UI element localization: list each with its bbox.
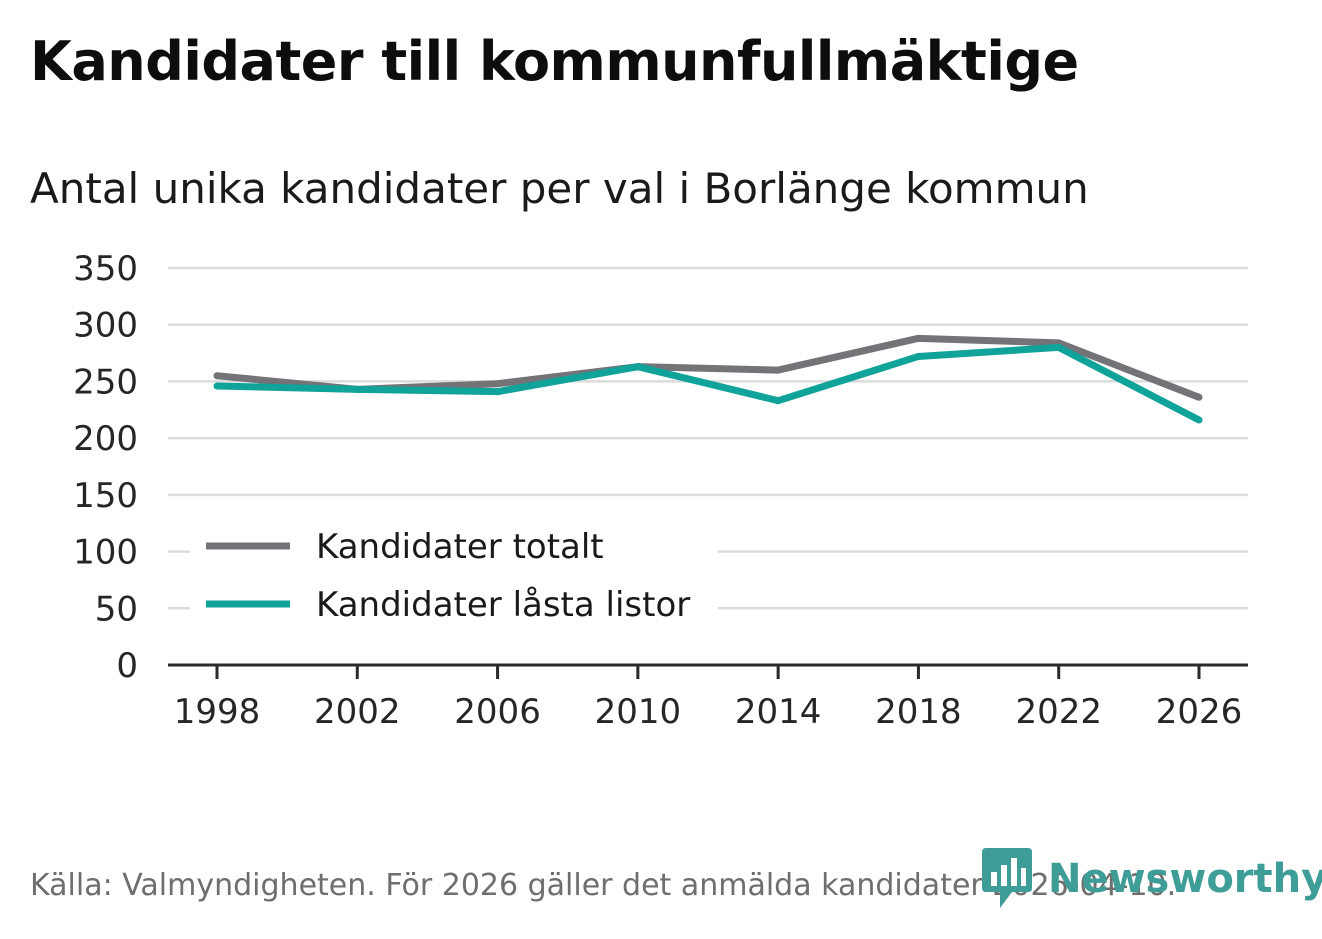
x-tick-label: 2022 [1015, 692, 1102, 732]
chart-subtitle: Antal unika kandidater per val i Borläng… [30, 164, 1089, 213]
y-tick-label: 350 [73, 249, 138, 289]
y-tick-label: 200 [73, 419, 138, 459]
data-point [213, 382, 221, 390]
data-point [634, 363, 642, 371]
x-tick-label: 2026 [1156, 692, 1243, 732]
y-tick-label: 0 [116, 646, 138, 686]
bar-chart-speech-bubble-icon [982, 848, 1032, 908]
data-point [494, 388, 502, 396]
legend-background [190, 520, 718, 632]
x-tick-label: 2006 [454, 692, 541, 732]
legend: Kandidater totalt Kandidater låsta listor [190, 520, 718, 632]
data-point [774, 366, 782, 374]
x-tick-label: 2010 [595, 692, 682, 732]
series-lines [213, 334, 1203, 424]
data-point [914, 334, 922, 342]
legend-label: Kandidater låsta listor [316, 585, 690, 625]
brand-logo: Newsworthy [982, 848, 1322, 910]
data-point [213, 372, 221, 380]
x-axis: 1998 2002 2006 2010 2014 2018 2022 2026 [168, 663, 1248, 732]
y-tick-label: 300 [73, 306, 138, 346]
y-tick-label: 250 [73, 362, 138, 402]
series-line-2 [216, 343, 1201, 424]
data-point [774, 397, 782, 405]
y-tick-label: 100 [73, 533, 138, 573]
y-axis: 0 50 100 150 200 250 300 350 [73, 249, 138, 686]
data-point [914, 352, 922, 360]
legend-label: Kandidater totalt [316, 527, 604, 567]
x-tick-label: 2002 [314, 692, 401, 732]
y-tick-label: 150 [73, 476, 138, 516]
x-tick-label: 1998 [174, 692, 261, 732]
x-tick-label: 2014 [735, 692, 822, 732]
data-point [1055, 343, 1063, 351]
brand-name: Newsworthy [1048, 856, 1322, 902]
data-point [353, 385, 361, 393]
data-point [494, 380, 502, 388]
data-point [1195, 416, 1203, 424]
data-point [1195, 393, 1203, 401]
chart-title: Kandidater till kommunfullmäktige [30, 30, 1079, 93]
x-tick-label: 2018 [875, 692, 962, 732]
y-tick-label: 50 [95, 589, 138, 629]
